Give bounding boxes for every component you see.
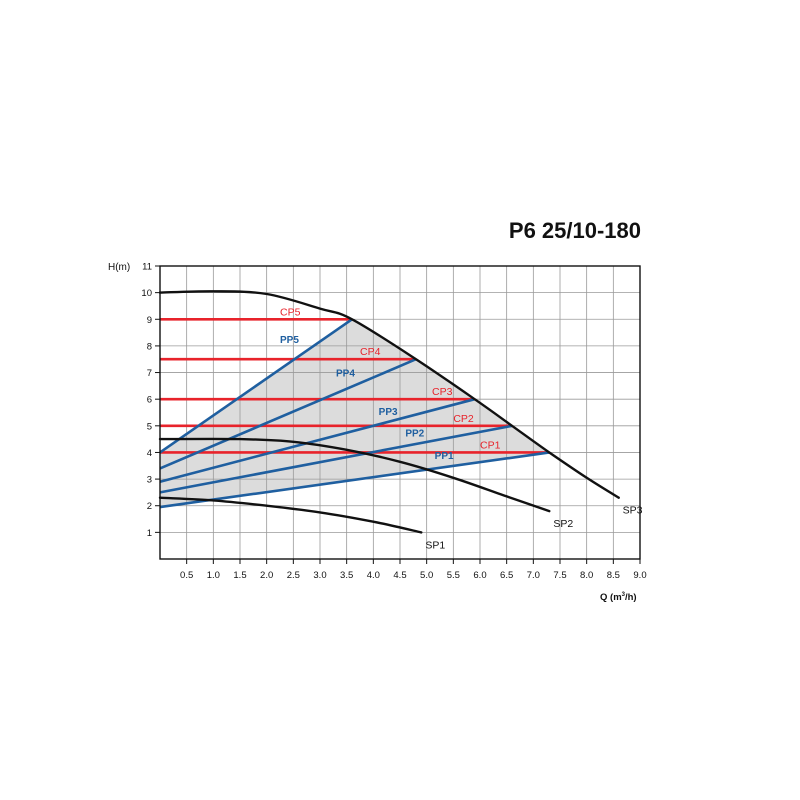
x-axis-label: Q (m3/h) <box>600 592 637 603</box>
x-axis-label-suffix: /h) <box>625 592 637 603</box>
x-tick-label: 4.0 <box>367 570 380 581</box>
x-tick-label: 6.5 <box>500 570 513 581</box>
pp-line-pp2 <box>159 424 513 494</box>
y-tick-label: 5 <box>147 421 152 432</box>
operating-area-fill <box>160 319 550 508</box>
y-tick-label: 8 <box>147 341 152 352</box>
pp-line-pp3 <box>159 397 475 484</box>
y-tick-label: 3 <box>147 475 152 486</box>
y-tick-label: 9 <box>147 315 152 326</box>
x-axis-label-sup: 3 <box>622 592 626 598</box>
y-tick-label: 2 <box>147 501 152 512</box>
series-labels: CP5 CP4 CP3 CP2 CP1 PP5 PP4 PP3 PP2 PP1 SP1 SP2 SP3 <box>280 306 643 551</box>
pp-line-pp4 <box>159 358 417 470</box>
sp-label-sp1: SP1 <box>425 539 445 551</box>
plot-frame <box>155 265 641 564</box>
cp-label-cp3: CP3 <box>432 386 453 398</box>
y-tick-label: 4 <box>147 448 152 459</box>
y-tick-label: 7 <box>147 368 152 379</box>
x-axis-label-main: Q (m <box>600 592 622 603</box>
sp-curve-sp3 <box>158 290 620 499</box>
sp-curve-sp1 <box>158 496 423 534</box>
pp-label-pp2: PP2 <box>405 428 424 439</box>
sp-curves <box>158 290 620 534</box>
x-tick-label: 6.0 <box>473 570 486 581</box>
pp-line-pp5 <box>159 318 353 454</box>
x-tick-label: 8.0 <box>580 570 593 581</box>
x-tick-label: 1.0 <box>207 570 220 581</box>
operating-area <box>160 319 550 508</box>
pp-label-pp4: PP4 <box>336 369 355 380</box>
x-tick-label: 2.5 <box>287 570 300 581</box>
x-tick-label: 9.0 <box>633 570 646 581</box>
x-tick-label: 7.0 <box>527 570 540 581</box>
sp-label-sp3: SP3 <box>623 505 643 517</box>
pp-label-pp1: PP1 <box>435 451 454 462</box>
x-tick-label: 5.0 <box>420 570 433 581</box>
y-tick-label: 11 <box>142 262 152 273</box>
y-tick-label: 1 <box>147 528 152 539</box>
pp-lines <box>159 318 550 509</box>
x-tick-label: 1.5 <box>233 570 246 581</box>
cp-label-cp5: CP5 <box>280 306 301 318</box>
cp-label-cp1: CP1 <box>480 439 501 451</box>
pp-label-pp5: PP5 <box>280 335 299 346</box>
chart-title: P6 25/10-180 <box>509 218 641 243</box>
tick-labels: 0.5 1.0 1.5 2.0 2.5 3.0 3.5 4.0 4.5 5.0 5.5 6.0 6.5 7… <box>141 262 646 582</box>
cp-label-cp2: CP2 <box>453 413 474 425</box>
x-tick-label: 3.0 <box>313 570 326 581</box>
x-tick-label: 0.5 <box>180 570 193 581</box>
x-tick-label: 8.5 <box>607 570 620 581</box>
cp-label-cp4: CP4 <box>360 346 381 358</box>
x-tick-label: 3.5 <box>340 570 353 581</box>
sp-curve-sp2 <box>158 437 551 513</box>
y-axis-label: H(m) <box>108 262 130 273</box>
pp-label-pp3: PP3 <box>379 407 398 418</box>
sp-label-sp2: SP2 <box>553 518 573 530</box>
y-tick-label: 6 <box>147 395 152 406</box>
x-tick-label: 2.0 <box>260 570 273 581</box>
x-tick-label: 7.5 <box>553 570 566 581</box>
x-tick-label: 4.5 <box>393 570 406 581</box>
pp-line-pp1 <box>159 451 550 509</box>
x-tick-label: 5.5 <box>447 570 460 581</box>
y-tick-label: 10 <box>141 288 152 299</box>
